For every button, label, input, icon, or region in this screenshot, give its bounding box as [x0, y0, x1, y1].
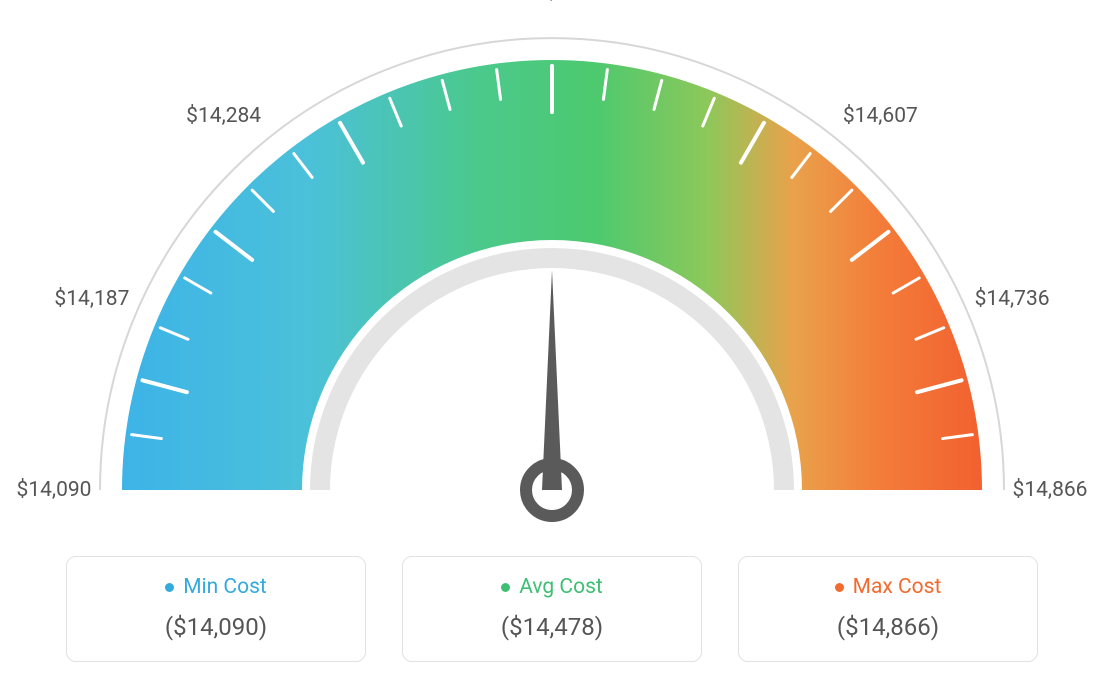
dot-icon: [165, 583, 174, 592]
scale-label: $14,607: [843, 104, 918, 128]
legend-card-min: Min Cost ($14,090): [66, 556, 366, 662]
legend-value-min: ($14,090): [77, 613, 355, 641]
scale-label: $14,284: [186, 104, 261, 128]
scale-label: $14,866: [1013, 478, 1088, 502]
legend-card-avg: Avg Cost ($14,478): [402, 556, 702, 662]
scale-label: $14,478: [515, 0, 590, 4]
legend-label-max: Max Cost: [853, 575, 942, 599]
legend-row: Min Cost ($14,090) Avg Cost ($14,478) Ma…: [0, 556, 1104, 662]
cost-gauge-widget: $14,090 $14,187 $14,284 $14,478 $14,607 $14,7…: [0, 0, 1104, 690]
scale-label: $14,187: [54, 287, 129, 311]
legend-title-max: Max Cost: [835, 575, 942, 599]
legend-value-max: ($14,866): [749, 613, 1027, 641]
legend-label-avg: Avg Cost: [519, 575, 603, 599]
legend-card-max: Max Cost ($14,866): [738, 556, 1038, 662]
legend-label-min: Min Cost: [183, 575, 267, 599]
legend-title-avg: Avg Cost: [501, 575, 603, 599]
dot-icon: [501, 583, 510, 592]
dot-icon: [835, 583, 844, 592]
scale-label: $14,090: [17, 478, 92, 502]
gauge-svg: [0, 0, 1104, 550]
scale-label: $14,736: [975, 287, 1050, 311]
legend-title-min: Min Cost: [165, 575, 267, 599]
gauge-area: $14,090 $14,187 $14,284 $14,478 $14,607 $14,7…: [0, 0, 1104, 550]
legend-value-avg: ($14,478): [413, 613, 691, 641]
